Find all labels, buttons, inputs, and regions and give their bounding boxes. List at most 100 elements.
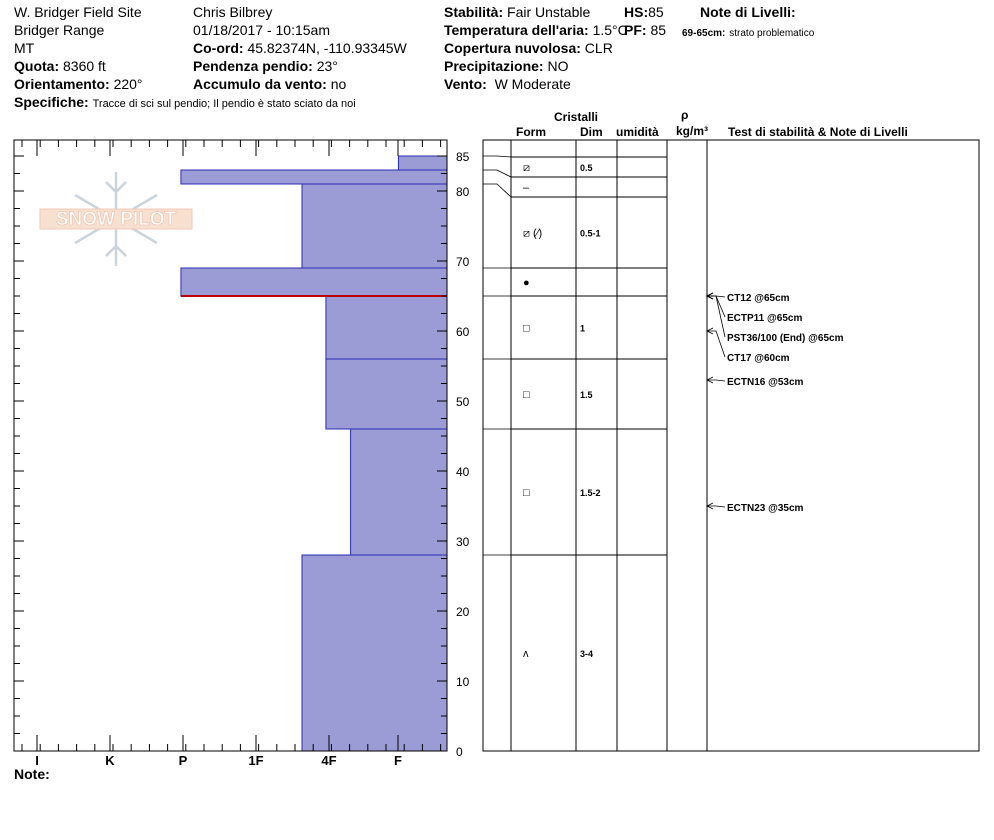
- crystal-size-6: 1.5-2: [580, 488, 601, 498]
- crystal-form-1: –: [523, 182, 530, 194]
- hardness-tick-label-1: K: [105, 753, 115, 768]
- wind-loading-row: Accumulo da vento: no: [193, 76, 346, 92]
- test-label-1: ECTP11 @65cm: [727, 313, 802, 324]
- air-temp-label: Temperatura dell'aria:: [444, 22, 589, 38]
- hs-value: 85: [648, 4, 664, 20]
- stability-label: Stabilità:: [444, 4, 504, 20]
- crystal-form-7: ʌ: [523, 648, 529, 660]
- height-tick-label-2: 20: [456, 605, 470, 619]
- crystals-header: Cristalli: [554, 110, 599, 124]
- crystal-size-2: 0.5-1: [580, 229, 601, 239]
- stability-row: Stabilità: Fair Unstable: [444, 4, 590, 20]
- test-arrow-5: [706, 502, 714, 510]
- crystal-size-4: 1: [580, 324, 585, 334]
- hardness-tick-label-0: I: [35, 753, 39, 768]
- height-tick-label-1: 10: [456, 675, 470, 689]
- crystal-table-frame: [482, 139, 980, 752]
- snowpilot-logo: SNOW PILOT: [39, 172, 193, 266]
- humidity-header: umidità: [616, 125, 659, 139]
- note-label: Note:: [14, 766, 50, 782]
- rho-header: ρ: [681, 108, 689, 122]
- crystal-connector-1: [483, 169, 512, 178]
- crystal-form-6: □: [523, 487, 530, 499]
- test-label-5: ECTN23 @35cm: [727, 503, 804, 514]
- test-label-2: PST36/100 (End) @65cm: [727, 333, 844, 344]
- height-tick-label-4: 40: [456, 465, 470, 479]
- logo-text: SNOW PILOT: [56, 209, 177, 230]
- wind-label: Vento:: [444, 76, 487, 92]
- hardness-tick-label-3: 1F: [248, 753, 263, 768]
- specifics-value: Tracce di sci sul pendio; Il pendio è st…: [92, 98, 356, 110]
- aspect-row: Orientamento: 220°: [14, 76, 143, 92]
- crystal-form-5: □: [523, 389, 530, 401]
- aspect-label: Orientamento:: [14, 76, 110, 92]
- height-tick-label-0: 0: [456, 745, 463, 759]
- layer-notes-title: Note di Livelli:: [700, 4, 796, 20]
- crystal-size-7: 3-4: [580, 649, 593, 659]
- hardness-tick-label-2: P: [179, 753, 188, 768]
- pf-value: 85: [650, 22, 667, 38]
- hardness-bar-3: [180, 267, 448, 297]
- test-arrow-2: [706, 292, 714, 300]
- hardness-bars: [180, 155, 448, 752]
- precip-label: Precipitazione:: [444, 58, 544, 74]
- crystal-rows: ⧄ 0.5 – ⧄ (⁄) 0.5-1 ● □ 1 □ 1.5 □ 1.5-2 ʌ 3-4: [483, 155, 667, 660]
- obs-datetime: 01/18/2017 - 10:15am: [193, 22, 330, 38]
- test-pointer-5: [707, 505, 726, 508]
- height-axis: 0 10 20 30 40 50 60 70 80 85: [14, 150, 470, 759]
- hs-label: HS:: [624, 4, 649, 20]
- coord-row: Co-ord: 45.82374N, -110.93345W: [193, 40, 407, 56]
- cloud-row: Copertura nuvolosa: CLR: [444, 40, 613, 56]
- density-unit-header: kg/m³: [676, 124, 709, 138]
- test-arrow-3: [706, 327, 714, 335]
- profile-frame: [13, 139, 448, 752]
- slope-label: Pendenza pendio:: [193, 58, 313, 74]
- crystal-connector-2: [483, 183, 512, 198]
- crystal-connector-0: [483, 155, 512, 158]
- stability-tests: CT12 @65cm ECTP11 @65cm PST36/100 (End) @6…: [706, 292, 844, 514]
- air-temp-row: Temperatura dell'aria: 1.5°C: [444, 22, 628, 38]
- slope-value: 23°: [316, 58, 338, 74]
- height-tick-label-6: 60: [456, 325, 470, 339]
- crystal-form-2: ⧄ (⁄): [523, 228, 542, 240]
- hardness-bar-6: [350, 428, 448, 556]
- wind-loading-label: Accumulo da vento:: [193, 76, 327, 92]
- elevation-row: Quota: 8360 ft: [14, 58, 106, 74]
- wind-value: W Moderate: [494, 76, 571, 92]
- crystal-size-5: 1.5: [580, 390, 593, 400]
- elevation-value: 8360 ft: [63, 58, 106, 74]
- hardness-bar-0: [397, 155, 448, 171]
- height-tick-label-7: 70: [456, 255, 470, 269]
- test-label-4: ECTN16 @53cm: [727, 377, 804, 388]
- layer-note-text: strato problematico: [729, 28, 815, 39]
- crystal-size-0: 0.5: [580, 163, 593, 173]
- height-tick-label-8: 80: [456, 185, 470, 199]
- wind-row: Vento: W Moderate: [444, 76, 571, 92]
- hardness-bar-1: [180, 169, 448, 185]
- precip-row: Precipitazione: NO: [444, 58, 568, 74]
- site-name: W. Bridger Field Site: [14, 4, 142, 20]
- pf-row: PF: 85: [624, 22, 666, 38]
- hardness-bar-2: [301, 183, 448, 269]
- layer-note-range: 69-65cm:: [682, 28, 726, 39]
- hardness-ticks: I K P 1F 4F F: [21, 140, 442, 768]
- hardness-tick-label-5: F: [394, 753, 402, 768]
- test-pointer-2: [707, 295, 726, 338]
- height-tick-label-9: 85: [456, 150, 470, 164]
- stability-value: Fair Unstable: [507, 4, 591, 20]
- state-name: MT: [14, 40, 35, 56]
- precip-value: NO: [547, 58, 569, 74]
- test-pointer-1: [707, 295, 726, 318]
- pf-label: PF:: [624, 22, 647, 38]
- elevation-label: Quota:: [14, 58, 60, 74]
- test-label-3: CT17 @60cm: [727, 353, 790, 364]
- slope-row: Pendenza pendio: 23°: [193, 58, 338, 74]
- crystal-form-4: □: [523, 323, 530, 335]
- coord-value: 45.82374N, -110.93345W: [247, 40, 407, 56]
- hardness-tick-label-4: 4F: [321, 753, 336, 768]
- cloud-value: CLR: [584, 40, 613, 56]
- air-temp-value: 1.5°C: [592, 22, 628, 38]
- height-tick-label-5: 50: [456, 395, 470, 409]
- tests-header: Test di stabilità & Note di Livelli: [728, 125, 908, 139]
- hardness-bar-5: [325, 358, 448, 430]
